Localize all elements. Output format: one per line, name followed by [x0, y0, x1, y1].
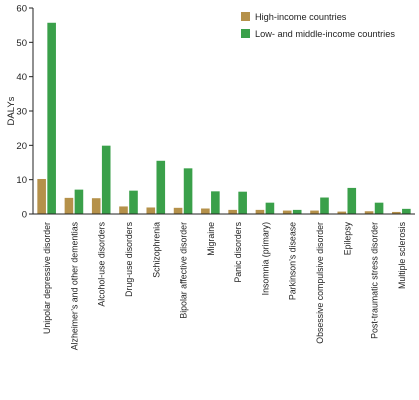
bar-low-middle-income: [265, 202, 275, 214]
x-tick-label: Post-traumatic stress disorder: [370, 222, 380, 339]
bar-high-income: [91, 198, 101, 214]
x-tick-label: Insomnia (primary): [260, 222, 270, 295]
x-tick-label: Panic disorders: [233, 221, 243, 282]
bar-low-middle-income: [374, 202, 384, 214]
y-tick-label: 20: [16, 141, 27, 152]
bar-high-income: [282, 210, 292, 214]
x-tick-label: Multiple sclerosis: [397, 221, 407, 289]
x-tick-label: Bipolar affective disorder: [179, 222, 189, 319]
bar-low-middle-income: [183, 168, 193, 214]
x-tick-label: Drug-use disorders: [124, 221, 134, 296]
bar-low-middle-income: [238, 191, 247, 214]
bar-low-middle-income: [347, 187, 357, 214]
bar-high-income: [119, 206, 128, 214]
bar-high-income: [228, 209, 237, 214]
bar-high-income: [392, 211, 401, 214]
x-tick-label: Schizophrenia: [151, 222, 161, 278]
bars: [37, 22, 411, 214]
x-tick-label: Alcohol-use disorders: [97, 221, 107, 306]
x-tick-label: Obsessive compulsive disorder: [315, 222, 325, 344]
legend-label: Low- and middle-income countries: [255, 29, 395, 39]
legend: High-income countries Low- and middle-inc…: [241, 12, 395, 39]
bar-high-income: [310, 210, 319, 214]
x-tick-label: Epilepsy: [342, 221, 352, 255]
bar-low-middle-income: [402, 208, 411, 214]
legend-label: High-income countries: [255, 12, 347, 22]
y-tick-label: 0: [22, 210, 27, 221]
x-axis-labels: Unipolar depressive disorder Alzheimer’s …: [42, 221, 407, 350]
bar-high-income: [255, 209, 265, 214]
bar-high-income: [337, 211, 347, 214]
bar-low-middle-income: [292, 209, 302, 214]
y-tick-label: 60: [16, 4, 27, 15]
bar-high-income: [64, 197, 74, 214]
bar-low-middle-income: [47, 22, 56, 214]
bar-high-income: [146, 207, 156, 214]
x-tick-label: Migraine: [206, 222, 216, 256]
y-tick-label: 50: [16, 38, 27, 49]
x-tick-label: Alzheimer’s and other dementias: [69, 221, 79, 350]
axes: [32, 8, 415, 215]
bar-high-income: [364, 211, 374, 214]
legend-swatch: [241, 12, 250, 21]
y-tick-label: 40: [16, 72, 27, 83]
y-tick-label: 30: [16, 107, 27, 118]
x-tick-label: Unipolar depressive disorder: [42, 222, 52, 334]
bar-low-middle-income: [101, 145, 111, 214]
bar-low-middle-income: [74, 189, 84, 214]
bar-low-middle-income: [211, 191, 220, 214]
bar-high-income: [173, 207, 183, 214]
bar-low-middle-income: [156, 160, 166, 214]
bar-high-income: [201, 208, 210, 214]
x-tick-label: Parkinson’s disease: [288, 222, 298, 300]
y-axis-title: DALYs: [6, 96, 17, 125]
bar-high-income: [37, 178, 46, 214]
y-axis-ticks: 0 10 20 30 40 50 60: [16, 4, 33, 221]
bar-low-middle-income: [129, 190, 138, 214]
legend-swatch: [241, 29, 250, 38]
y-tick-label: 10: [16, 175, 27, 186]
bar-low-middle-income: [320, 197, 329, 214]
